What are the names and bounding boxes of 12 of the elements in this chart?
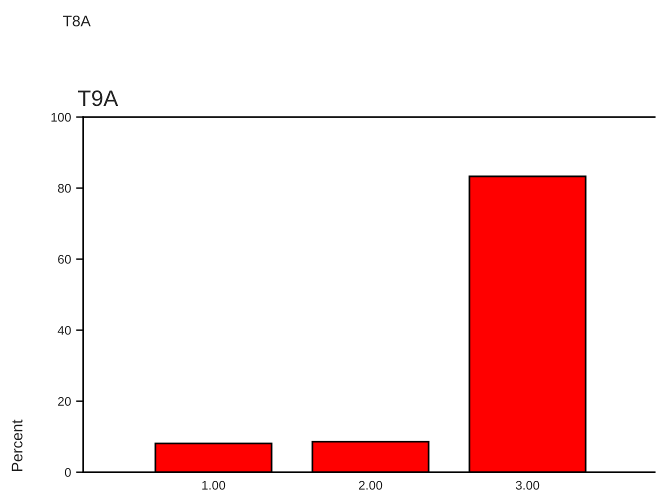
y-tick-label: 40 (58, 326, 71, 335)
x-tick-label: 3.00 (516, 480, 540, 490)
y-axis-title: Percent (12, 420, 22, 471)
chart-title: T9A (78, 90, 118, 106)
y-tick-label: 20 (58, 396, 71, 406)
y-tick-label: 60 (58, 254, 71, 264)
x-tick-label: 1.00 (202, 480, 226, 490)
x-tick-label: 2.00 (358, 480, 382, 490)
y-tick-label: 100 (51, 112, 71, 122)
y-tick-label: 0 (64, 468, 71, 477)
y-tick-label: 80 (58, 184, 71, 193)
text: T8A (63, 16, 91, 26)
